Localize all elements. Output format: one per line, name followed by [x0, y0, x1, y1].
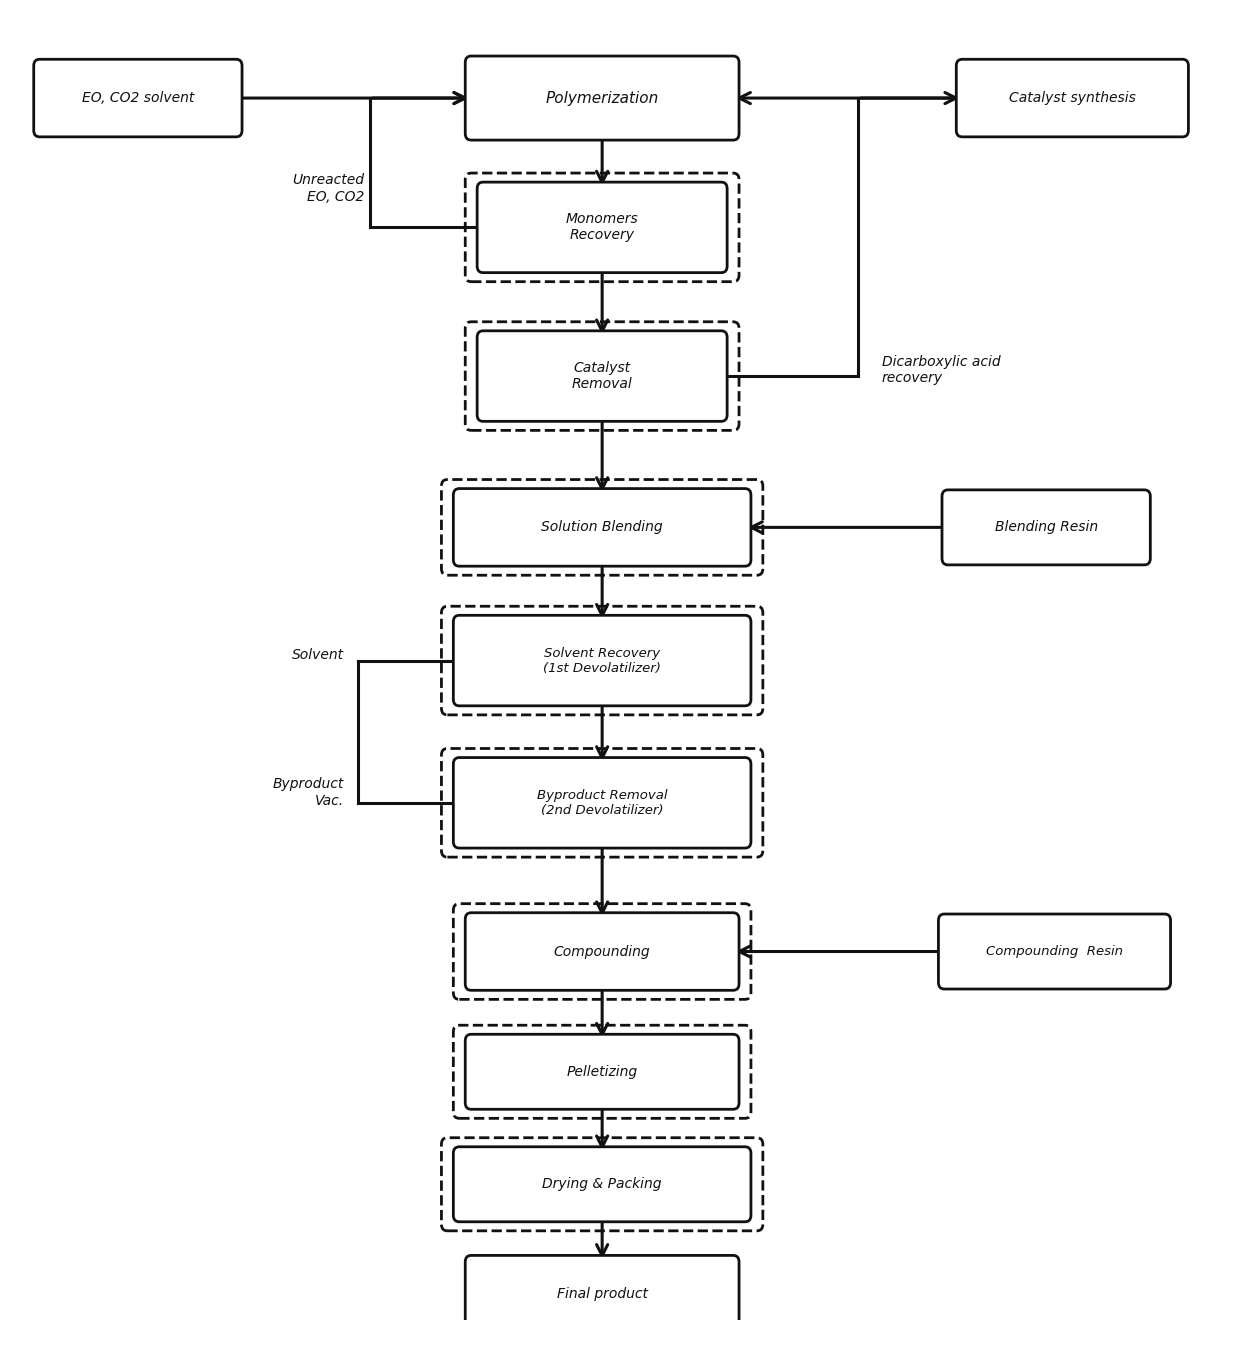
Text: Final product: Final product: [557, 1288, 647, 1301]
Text: Byproduct
Vac.: Byproduct Vac.: [273, 777, 343, 808]
Text: Monomers
Recovery: Monomers Recovery: [565, 213, 639, 242]
Text: Pelletizing: Pelletizing: [567, 1064, 637, 1079]
Text: Compounding: Compounding: [554, 944, 651, 959]
FancyBboxPatch shape: [465, 913, 739, 990]
FancyBboxPatch shape: [942, 490, 1151, 564]
FancyBboxPatch shape: [465, 57, 739, 140]
Text: Solvent: Solvent: [291, 648, 343, 663]
Text: Unreacted
EO, CO2: Unreacted EO, CO2: [293, 174, 365, 203]
Text: Solvent Recovery
(1st Devolatilizer): Solvent Recovery (1st Devolatilizer): [543, 647, 661, 675]
FancyBboxPatch shape: [454, 1146, 751, 1222]
Text: Blending Resin: Blending Resin: [994, 520, 1097, 535]
Text: Dicarboxylic acid
recovery: Dicarboxylic acid recovery: [882, 354, 1001, 385]
FancyBboxPatch shape: [454, 489, 751, 566]
Text: Drying & Packing: Drying & Packing: [542, 1177, 662, 1191]
FancyBboxPatch shape: [454, 616, 751, 706]
Text: Polymerization: Polymerization: [546, 90, 658, 105]
Text: Catalyst
Removal: Catalyst Removal: [572, 361, 632, 391]
Text: Solution Blending: Solution Blending: [542, 520, 663, 535]
FancyBboxPatch shape: [465, 1255, 739, 1334]
FancyBboxPatch shape: [33, 59, 242, 137]
FancyBboxPatch shape: [939, 915, 1171, 989]
Text: Byproduct Removal
(2nd Devolatilizer): Byproduct Removal (2nd Devolatilizer): [537, 789, 667, 816]
FancyBboxPatch shape: [477, 331, 727, 422]
FancyBboxPatch shape: [454, 757, 751, 849]
FancyBboxPatch shape: [465, 1034, 739, 1110]
FancyBboxPatch shape: [956, 59, 1188, 137]
FancyBboxPatch shape: [477, 182, 727, 272]
Text: Catalyst synthesis: Catalyst synthesis: [1009, 92, 1136, 105]
Text: Compounding  Resin: Compounding Resin: [986, 946, 1123, 958]
Text: EO, CO2 solvent: EO, CO2 solvent: [82, 92, 195, 105]
